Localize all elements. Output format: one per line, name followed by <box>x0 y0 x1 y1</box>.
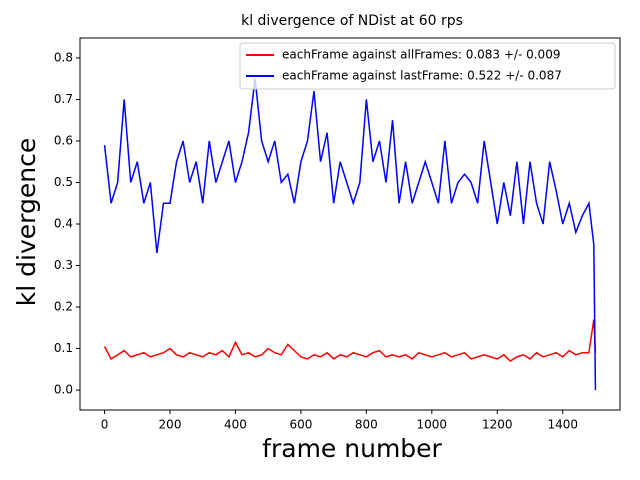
y-tick-label: 0.7 <box>54 92 73 106</box>
y-tick-label: 0.1 <box>54 341 73 355</box>
y-axis-label: kl divergence <box>12 138 41 306</box>
x-axis-label: frame number <box>262 434 442 463</box>
y-tick-label: 0.8 <box>54 50 73 64</box>
line-series <box>103 78 597 391</box>
x-tick-label: 1400 <box>547 418 578 432</box>
x-tick-label: 400 <box>224 418 247 432</box>
legend-label: eachFrame against allFrames: 0.083 +/- 0… <box>282 48 560 62</box>
x-tick-label: 600 <box>289 418 312 432</box>
y-tick-label: 0.5 <box>54 175 73 189</box>
y-tick-label: 0.3 <box>54 258 73 272</box>
x-tick-label: 200 <box>159 418 182 432</box>
x-tick-label: 0 <box>101 418 109 432</box>
x-tick-label: 1200 <box>482 418 513 432</box>
y-tick-label: 0.0 <box>54 383 73 397</box>
chart-title: kl divergence of NDist at 60 rps <box>241 13 463 29</box>
y-tick-label: 0.4 <box>54 217 73 231</box>
x-tick-label: 800 <box>355 418 378 432</box>
y-tick-label: 0.6 <box>54 133 73 147</box>
plot-frame <box>79 37 621 411</box>
y-tick-label: 0.2 <box>54 300 73 314</box>
x-tick-label: 1000 <box>417 418 448 432</box>
legend-label: eachFrame against lastFrame: 0.522 +/- 0… <box>282 69 562 83</box>
legend-box <box>239 42 616 90</box>
line-series <box>103 319 597 362</box>
